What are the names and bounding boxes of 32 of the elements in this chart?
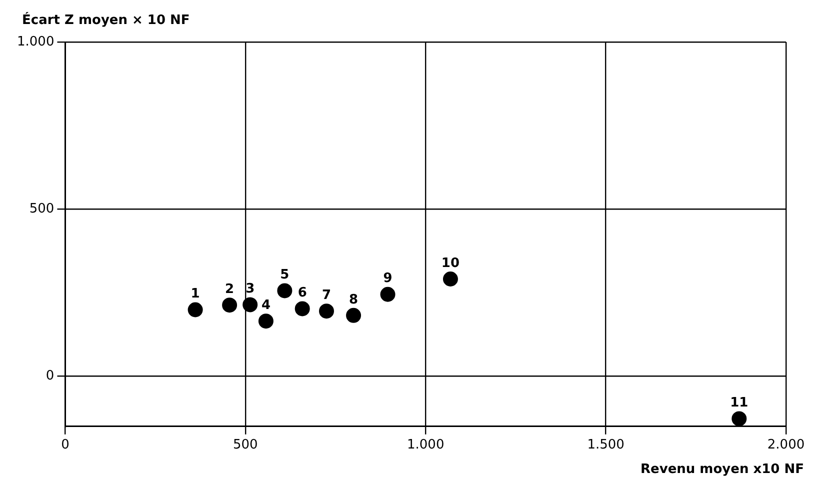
x-tick-label: 0 — [61, 438, 70, 453]
point — [258, 314, 274, 329]
annotation: 5 — [280, 268, 290, 283]
x-axis-title: Revenu moyen x10 NF — [640, 462, 804, 477]
annotation: 8 — [349, 292, 358, 308]
x-tick-label: 1.000 — [407, 438, 444, 453]
annotation: 2 — [225, 282, 234, 297]
annotation: 4 — [261, 298, 270, 313]
point — [732, 411, 747, 426]
point — [277, 283, 292, 298]
point — [222, 298, 238, 313]
x-tick-label: 1.500 — [587, 438, 624, 453]
point — [442, 271, 458, 286]
point — [319, 304, 334, 319]
annotation: 9 — [383, 271, 392, 286]
annotation: 6 — [298, 286, 307, 301]
x-tick-label: 2.000 — [767, 438, 805, 453]
annotation: 1 — [190, 286, 200, 302]
point — [188, 302, 203, 318]
annotation: 10 — [441, 256, 460, 271]
point — [346, 308, 362, 323]
x-tick-label: 500 — [233, 438, 258, 453]
point — [380, 286, 396, 302]
annotation: 3 — [246, 282, 255, 297]
point — [294, 301, 310, 316]
y-tick-label: 0 — [46, 368, 54, 384]
annotation: 11 — [730, 396, 748, 411]
y-axis-title: Écart Z moyen × 10 NF — [22, 10, 190, 28]
point — [242, 297, 258, 312]
y-tick-label: 500 — [29, 202, 54, 217]
y-tick-label: 1.000 — [17, 34, 54, 50]
annotation: 7 — [322, 288, 332, 303]
